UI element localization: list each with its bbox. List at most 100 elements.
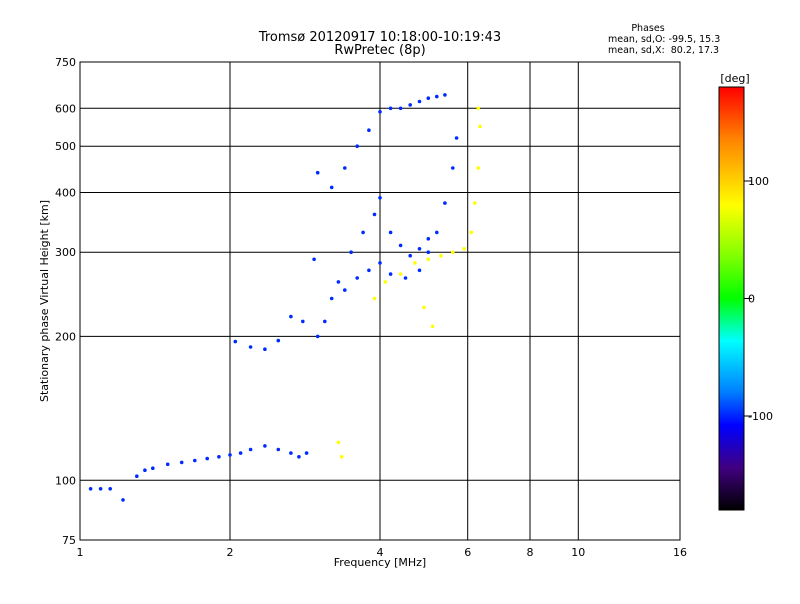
data-point	[476, 166, 481, 170]
data-point	[329, 185, 334, 190]
data-point	[378, 196, 382, 200]
data-point	[388, 106, 393, 111]
data-point	[205, 456, 209, 461]
y-tick-label: 300	[55, 246, 76, 259]
y-tick-label: 600	[55, 102, 76, 115]
data-point	[426, 250, 431, 254]
data-point	[263, 444, 267, 448]
data-point	[329, 296, 334, 301]
data-point	[367, 128, 371, 132]
data-point	[422, 305, 426, 310]
x-tick-labels: 1 2 4 6 8 10 16	[77, 546, 688, 559]
y-tick-label: 500	[55, 140, 76, 153]
data-point	[193, 458, 197, 463]
y-tick-label: 750	[55, 56, 76, 69]
data-point	[336, 280, 341, 284]
data-point	[451, 250, 455, 254]
chart-subtitle: RwPretec (8p)	[334, 43, 425, 58]
x-tick-label: 1	[77, 546, 84, 559]
x-tick-label: 2	[227, 546, 234, 559]
data-point	[289, 314, 293, 319]
x-axis-label: Frequency [MHz]	[334, 556, 426, 569]
data-point	[398, 106, 403, 111]
data-point	[343, 166, 347, 170]
y-axis-label: Stationary phase Virtual Height [km]	[38, 200, 51, 402]
y-tick-label: 200	[55, 330, 76, 343]
data-point	[417, 247, 422, 251]
data-point	[426, 96, 431, 100]
data-point	[263, 347, 267, 352]
data-point	[378, 261, 382, 265]
data-point	[248, 447, 253, 452]
data-point	[378, 110, 382, 114]
data-point	[408, 253, 413, 258]
phase-box-x-stats: mean, sd,X: 80.2, 17.3	[608, 45, 719, 56]
x-tick-label: 10	[571, 546, 585, 559]
data-point	[323, 319, 327, 324]
data-point	[478, 124, 482, 129]
data-point	[135, 474, 139, 479]
data-point	[367, 268, 371, 273]
y-tick-label: 75	[62, 534, 76, 547]
data-point	[304, 451, 309, 455]
data-point	[388, 272, 393, 276]
data-point	[435, 94, 439, 99]
data-point	[403, 276, 408, 280]
colorbar-tick-label: -100	[748, 410, 773, 423]
data-point	[276, 447, 281, 452]
data-point	[372, 212, 377, 217]
data-point	[312, 257, 316, 262]
data-point	[301, 319, 305, 324]
data-point	[443, 201, 447, 205]
data-point	[443, 93, 447, 97]
data-point	[417, 99, 422, 104]
data-point	[439, 253, 443, 258]
data-point	[276, 338, 281, 343]
y-tick-label: 100	[55, 474, 76, 487]
grid-lines	[80, 62, 680, 540]
data-point	[408, 103, 413, 107]
colorbar-label: [deg]	[720, 72, 749, 85]
data-point	[151, 466, 155, 471]
data-point	[108, 487, 112, 491]
data-point	[426, 237, 431, 241]
data-point	[462, 247, 466, 251]
plot-frame	[79, 61, 681, 541]
data-point	[121, 498, 125, 502]
colorbar-tick-label: 100	[748, 175, 769, 188]
data-point	[98, 487, 103, 491]
data-point	[388, 230, 393, 235]
data-point	[315, 170, 320, 175]
data-point	[289, 451, 293, 455]
data-point	[355, 276, 360, 280]
x-tick-label: 4	[377, 546, 384, 559]
data-point	[297, 455, 301, 459]
data-point	[238, 451, 243, 455]
x-tick-label: 8	[527, 546, 534, 559]
colorbar-ticks: 100 0 -100	[744, 175, 773, 423]
data-point	[336, 440, 341, 445]
colorbar-tick-label: 0	[748, 293, 755, 306]
phase-box-title: Phases	[631, 23, 664, 34]
phase-box-o-stats: mean, sd,O: -99.5, 15.3	[608, 34, 720, 45]
x-tick-label: 6	[464, 546, 471, 559]
data-point	[473, 201, 477, 205]
data-point	[228, 453, 232, 457]
data-point	[435, 230, 439, 235]
data-point	[165, 462, 170, 467]
data-point	[383, 280, 388, 284]
data-point	[349, 250, 353, 254]
data-point	[143, 468, 147, 473]
data-point	[339, 455, 344, 459]
x-tick-label: 16	[673, 546, 687, 559]
data-point	[315, 334, 320, 339]
y-tick-label: 400	[55, 187, 76, 200]
colorbar-gradient	[718, 86, 745, 511]
data-point	[426, 257, 431, 262]
colorbar: [deg] 100 0 -100	[718, 72, 773, 511]
data-point	[343, 288, 347, 292]
data-point	[372, 296, 377, 301]
data-point	[476, 106, 481, 111]
data-point	[361, 230, 365, 235]
data-point	[355, 144, 360, 148]
